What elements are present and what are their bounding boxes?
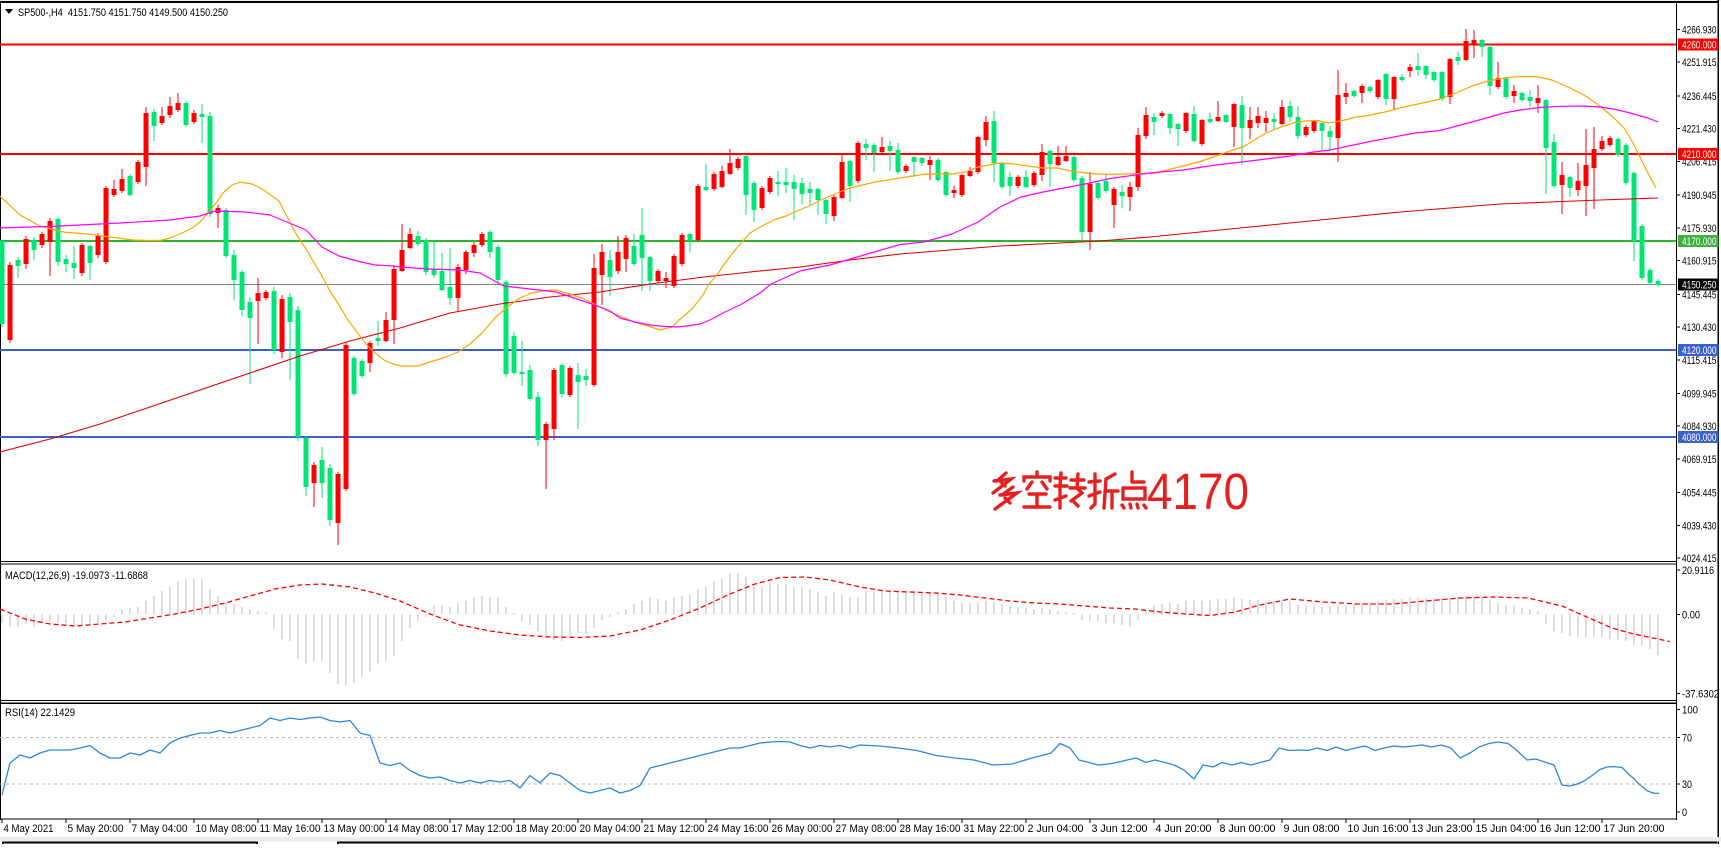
- svg-text:4039.430: 4039.430: [1682, 520, 1717, 532]
- svg-text:14 May 08:00: 14 May 08:00: [388, 823, 449, 835]
- svg-text:4170.000: 4170.000: [1682, 236, 1717, 248]
- svg-text:0: 0: [1682, 807, 1687, 819]
- svg-text:2 Jun 04:00: 2 Jun 04:00: [1028, 823, 1084, 835]
- svg-text:4069.915: 4069.915: [1682, 454, 1717, 466]
- svg-text:MACD(12,26,9) -19.0973 -11.686: MACD(12,26,9) -19.0973 -11.6868: [5, 570, 148, 582]
- svg-text:4115.415: 4115.415: [1682, 355, 1717, 367]
- svg-text:4221.430: 4221.430: [1682, 124, 1717, 136]
- svg-text:4175.930: 4175.930: [1682, 223, 1717, 235]
- svg-text:26 May 00:00: 26 May 00:00: [772, 823, 833, 835]
- svg-text:4120.000: 4120.000: [1682, 345, 1717, 357]
- svg-text:4236.445: 4236.445: [1682, 91, 1717, 103]
- svg-text:4130.430: 4130.430: [1682, 322, 1717, 334]
- svg-text:4170: 4170: [1147, 463, 1249, 520]
- svg-text:24 May 16:00: 24 May 16:00: [708, 823, 769, 835]
- svg-text:4054.445: 4054.445: [1682, 488, 1717, 500]
- svg-text:4084.930: 4084.930: [1682, 421, 1717, 433]
- svg-text:4251.915: 4251.915: [1682, 57, 1717, 69]
- svg-text:100: 100: [1682, 705, 1698, 717]
- svg-text:17 May 12:00: 17 May 12:00: [452, 823, 513, 835]
- svg-text:4190.945: 4190.945: [1682, 190, 1717, 202]
- svg-text:11 May 16:00: 11 May 16:00: [260, 823, 321, 835]
- svg-text:4 May 2021: 4 May 2021: [4, 823, 54, 835]
- svg-text:18 May 20:00: 18 May 20:00: [516, 823, 577, 835]
- svg-text:70: 70: [1682, 733, 1692, 745]
- svg-text:17 Jun 20:00: 17 Jun 20:00: [1604, 823, 1665, 835]
- svg-text:3 Jun 12:00: 3 Jun 12:00: [1092, 823, 1148, 835]
- svg-text:30: 30: [1682, 779, 1692, 791]
- svg-text:4080.000: 4080.000: [1682, 432, 1717, 444]
- svg-text:4260.000: 4260.000: [1682, 40, 1717, 52]
- svg-text:4024.415: 4024.415: [1682, 553, 1717, 565]
- svg-text:28 May 16:00: 28 May 16:00: [900, 823, 961, 835]
- svg-text:8 Jun 00:00: 8 Jun 00:00: [1220, 823, 1276, 835]
- svg-text:16 Jun 12:00: 16 Jun 12:00: [1540, 823, 1601, 835]
- svg-text:15 Jun 04:00: 15 Jun 04:00: [1476, 823, 1537, 835]
- svg-text:RSI(14) 22.1429: RSI(14) 22.1429: [5, 707, 75, 719]
- svg-text:0.00: 0.00: [1682, 609, 1700, 621]
- svg-text:21 May 12:00: 21 May 12:00: [644, 823, 705, 835]
- svg-text:13 Jun 23:00: 13 Jun 23:00: [1412, 823, 1473, 835]
- svg-text:10 May 08:00: 10 May 08:00: [196, 823, 257, 835]
- svg-text:4099.945: 4099.945: [1682, 389, 1717, 401]
- svg-text:20.9116: 20.9116: [1682, 565, 1714, 577]
- svg-text:SP500-,H4 4151.750 4151.750 4: SP500-,H4 4151.750 4151.750 4149.500 415…: [18, 7, 228, 19]
- svg-text:27 May 08:00: 27 May 08:00: [836, 823, 897, 835]
- svg-text:4210.000: 4210.000: [1682, 149, 1717, 161]
- svg-text:4145.445: 4145.445: [1682, 289, 1717, 301]
- svg-text:4 Jun 20:00: 4 Jun 20:00: [1156, 823, 1212, 835]
- svg-text:5 May 20:00: 5 May 20:00: [68, 823, 124, 835]
- svg-text:31 May 22:00: 31 May 22:00: [964, 823, 1025, 835]
- svg-text:4160.915: 4160.915: [1682, 256, 1717, 268]
- svg-text:-37.6302: -37.6302: [1682, 689, 1719, 701]
- svg-text:4150.250: 4150.250: [1682, 279, 1717, 291]
- svg-text:20 May 04:00: 20 May 04:00: [580, 823, 641, 835]
- svg-text:7 May 04:00: 7 May 04:00: [132, 823, 188, 835]
- svg-text:13 May 00:00: 13 May 00:00: [324, 823, 385, 835]
- svg-text:9 Jun 08:00: 9 Jun 08:00: [1284, 823, 1340, 835]
- svg-text:4266.930: 4266.930: [1682, 25, 1717, 37]
- svg-text:10 Jun 16:00: 10 Jun 16:00: [1348, 823, 1409, 835]
